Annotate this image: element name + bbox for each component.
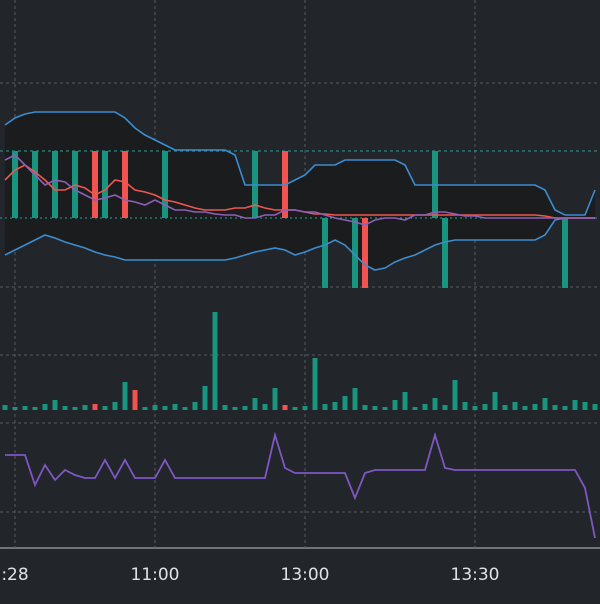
volume-bar bbox=[182, 407, 188, 410]
volume-bar bbox=[492, 392, 498, 410]
line-series bbox=[4, 154, 595, 226]
volume-bar bbox=[302, 406, 308, 410]
x-tick-label: 13:30 bbox=[451, 565, 500, 585]
volume-bar bbox=[172, 404, 178, 410]
volume-bar bbox=[12, 407, 18, 410]
volume-bar bbox=[222, 405, 228, 410]
volume-bar bbox=[292, 407, 298, 410]
volume-bar bbox=[102, 406, 108, 410]
volume-bar bbox=[362, 405, 368, 410]
candle bbox=[32, 151, 38, 218]
candle bbox=[12, 151, 18, 218]
volume-bar bbox=[512, 402, 518, 410]
volume-bar bbox=[272, 388, 278, 410]
candle bbox=[322, 218, 328, 288]
candle bbox=[122, 151, 128, 218]
volume-bar bbox=[422, 404, 428, 410]
gridlines bbox=[0, 82, 600, 513]
volume-bar bbox=[162, 406, 168, 410]
volume-bar bbox=[562, 406, 568, 410]
candle bbox=[52, 151, 58, 218]
line-series bbox=[4, 111, 596, 216]
x-tick-label: 11:00 bbox=[131, 565, 180, 585]
volume-bar bbox=[542, 398, 548, 410]
candle bbox=[102, 151, 108, 218]
candle bbox=[562, 218, 568, 288]
volume-bar bbox=[42, 404, 48, 410]
volume-bar bbox=[22, 406, 28, 410]
volume-bar bbox=[242, 406, 248, 410]
volume-bar bbox=[472, 406, 478, 410]
volume-bar bbox=[412, 407, 418, 410]
candle bbox=[362, 218, 368, 288]
volume-bar bbox=[132, 390, 138, 410]
volume-bar bbox=[192, 402, 198, 410]
volume-bar bbox=[2, 405, 8, 410]
volume-bar bbox=[522, 406, 528, 410]
volume-bar bbox=[62, 406, 68, 410]
candle bbox=[352, 218, 358, 288]
volume-bar bbox=[482, 404, 488, 410]
volume-bar bbox=[122, 382, 128, 410]
x-tick-label: 13:00 bbox=[281, 565, 330, 585]
volume-bar bbox=[382, 407, 388, 410]
candle bbox=[92, 151, 98, 218]
volume-bar bbox=[112, 402, 118, 410]
volume-bar bbox=[582, 402, 588, 410]
volume-bar bbox=[592, 404, 598, 410]
plot-bg bbox=[0, 0, 600, 548]
volume-bar bbox=[32, 407, 38, 410]
volume-bar bbox=[462, 402, 468, 410]
volume-bar bbox=[372, 406, 378, 410]
volume-bar bbox=[52, 400, 58, 410]
volume-bar bbox=[212, 312, 218, 410]
volume-bar bbox=[452, 380, 458, 410]
x-tick-label: :28 bbox=[1, 565, 28, 585]
volume-bar bbox=[92, 404, 98, 410]
volume-bar bbox=[142, 407, 148, 410]
volume-bar bbox=[532, 404, 538, 410]
volume-bar bbox=[232, 407, 238, 410]
volume-bar bbox=[352, 388, 358, 410]
candle bbox=[442, 218, 448, 288]
volume-bar bbox=[332, 402, 338, 410]
volume-bar bbox=[392, 400, 398, 410]
volume-bar bbox=[202, 386, 208, 410]
volume-bar bbox=[312, 358, 318, 410]
volume-bar bbox=[82, 405, 88, 410]
volume-bar bbox=[402, 392, 408, 410]
volume-bar bbox=[252, 398, 258, 410]
volume-bar bbox=[282, 405, 288, 410]
line-series bbox=[4, 217, 595, 271]
volume-bar bbox=[72, 407, 78, 410]
candle bbox=[162, 151, 168, 218]
volume-bar bbox=[152, 405, 158, 410]
volume-bar bbox=[502, 405, 508, 410]
volume-bar bbox=[432, 398, 438, 410]
volume-bar bbox=[572, 400, 578, 410]
volume-bar bbox=[262, 404, 268, 410]
volume-bar bbox=[342, 396, 348, 410]
volume-bar bbox=[322, 404, 328, 410]
volume-bar bbox=[442, 405, 448, 410]
volume-bar bbox=[552, 405, 558, 410]
indicator-line bbox=[5, 431, 596, 539]
